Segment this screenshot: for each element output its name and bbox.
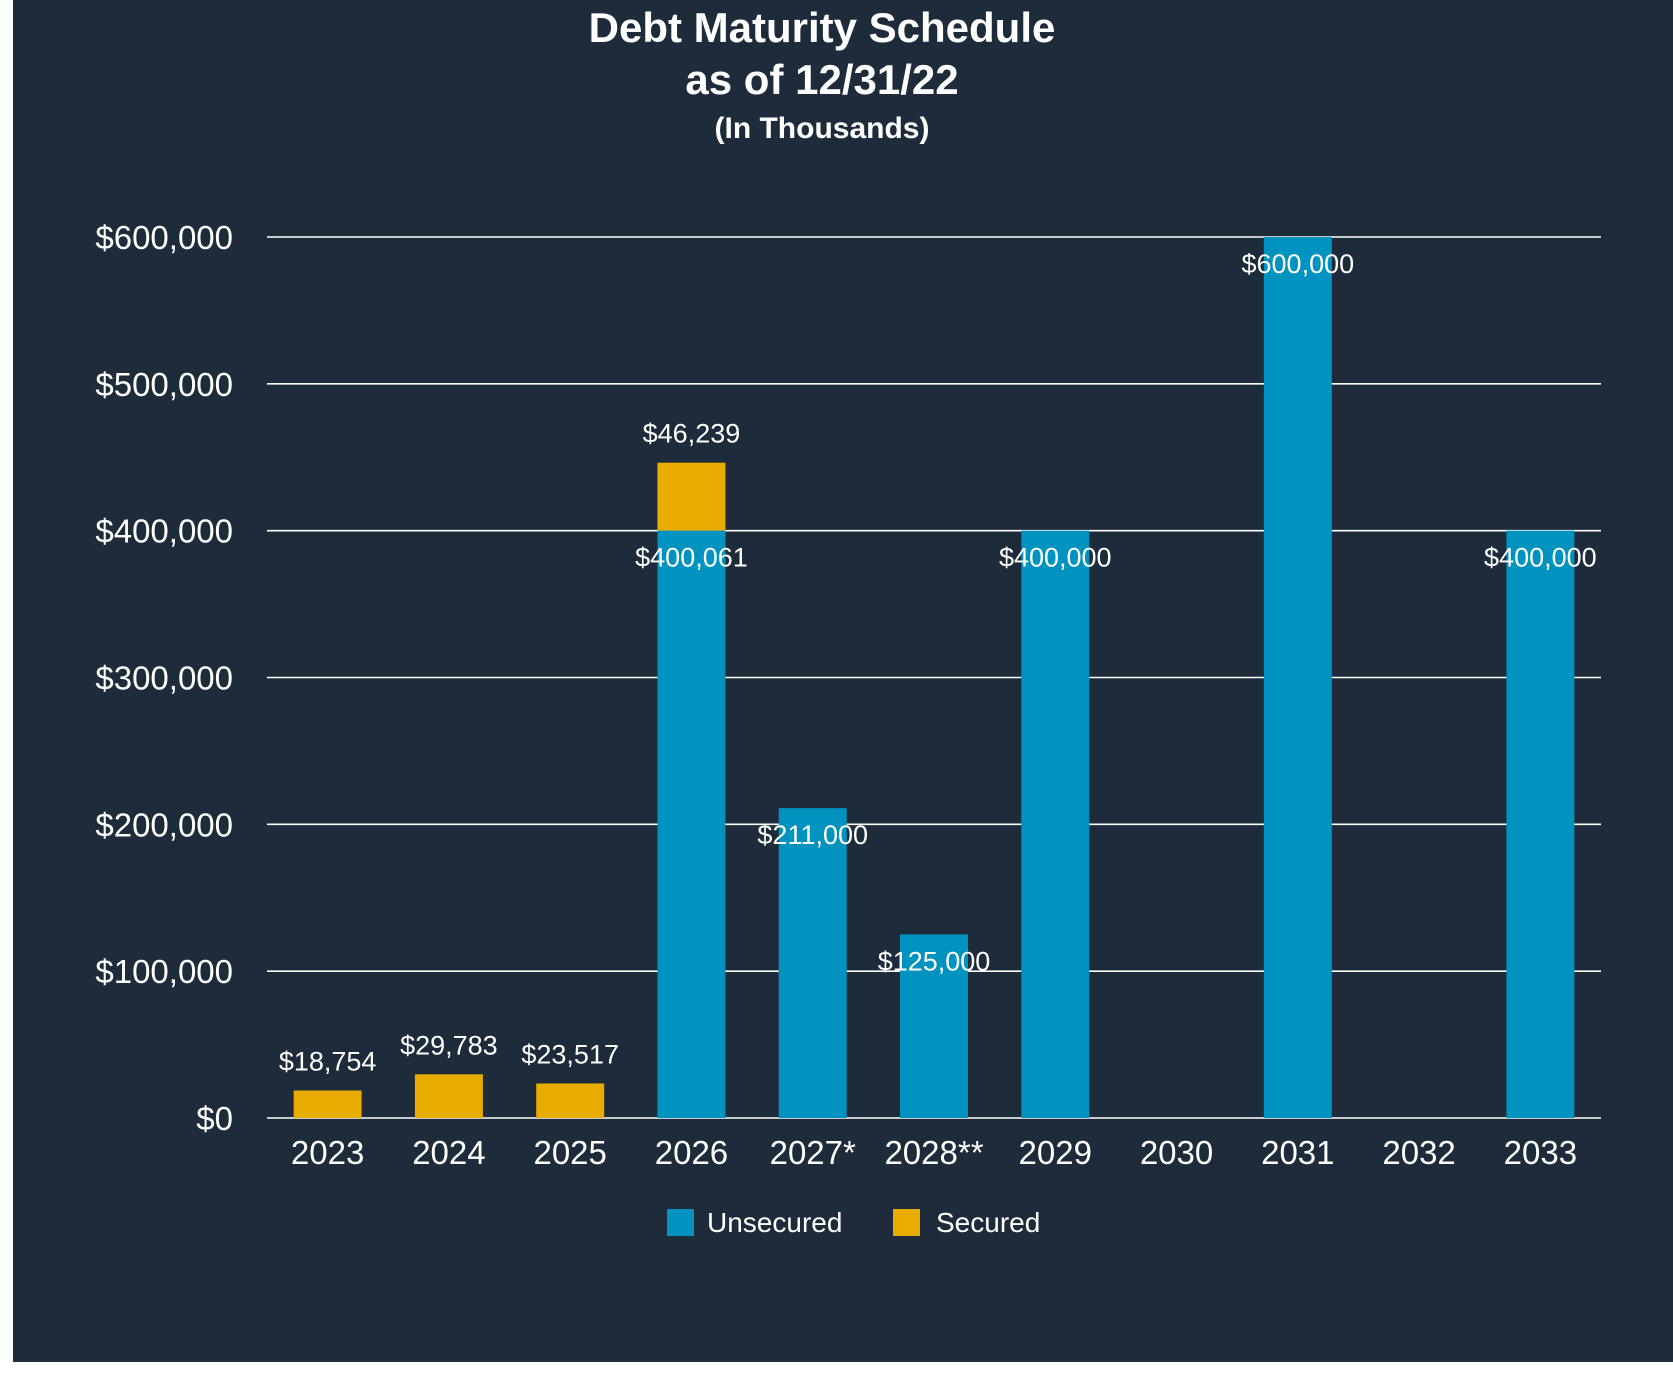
legend-label-secured: Secured xyxy=(936,1207,1040,1238)
bar-secured-2026 xyxy=(657,462,726,531)
data-label-secured: $18,754 xyxy=(279,1046,377,1076)
y-tick-label: $400,000 xyxy=(95,513,233,550)
chart-title: Debt Maturity Schedule as of 12/31/22 xyxy=(589,4,1056,103)
bar-secured-2023 xyxy=(293,1090,362,1118)
x-tick-label: 2024 xyxy=(412,1134,485,1171)
data-label-unsecured: $400,061 xyxy=(635,543,748,573)
legend-label-unsecured: Unsecured xyxy=(707,1207,842,1238)
bar-unsecured-2026 xyxy=(657,530,726,1118)
legend: Unsecured Secured xyxy=(667,1207,1040,1238)
chart-title-line-1: Debt Maturity Schedule xyxy=(589,4,1056,51)
data-label-secured: $23,517 xyxy=(521,1039,619,1069)
x-tick-label: 2031 xyxy=(1261,1134,1334,1171)
x-tick-label: 2029 xyxy=(1019,1134,1092,1171)
bar-unsecured-2028** xyxy=(900,934,968,1118)
x-tick-label: 2025 xyxy=(533,1134,606,1171)
x-tick-label: 2033 xyxy=(1504,1134,1577,1171)
bar-secured-2024 xyxy=(414,1074,483,1118)
y-tick-label: $200,000 xyxy=(95,806,233,843)
legend-swatch-secured xyxy=(893,1209,920,1236)
data-label-secured: $29,783 xyxy=(400,1030,498,1060)
y-tick-label: $500,000 xyxy=(95,366,233,403)
chart-subtitle: (In Thousands) xyxy=(715,112,930,145)
bar-unsecured-2027* xyxy=(778,808,847,1118)
bar-unsecured-2033 xyxy=(1506,530,1575,1118)
data-label-unsecured: $600,000 xyxy=(1242,249,1355,279)
data-labels: $18,754 $29,783 $23,517 $400,061 $46,239 $211… xyxy=(279,249,1597,1076)
y-tick-label: $0 xyxy=(196,1100,233,1137)
debt-maturity-chart: Debt Maturity Schedule as of 12/31/22 (In… xyxy=(95,4,1601,1238)
x-tick-label: 2026 xyxy=(655,1134,728,1171)
data-label-unsecured: $125,000 xyxy=(878,946,991,976)
y-tick-label: $600,000 xyxy=(95,219,233,256)
bar-unsecured-2031 xyxy=(1263,237,1332,1118)
x-tick-label: 2030 xyxy=(1140,1134,1213,1171)
bar-unsecured-2029 xyxy=(1021,530,1090,1118)
y-axis-ticks: $0 $100,000 $200,000 $300,000 $400,000 $500,0… xyxy=(95,219,233,1137)
data-label-unsecured: $400,000 xyxy=(999,543,1112,573)
data-label-secured: $46,239 xyxy=(643,419,741,449)
y-tick-label: $300,000 xyxy=(95,660,233,697)
x-tick-label: 2028** xyxy=(884,1134,983,1171)
data-label-unsecured: $211,000 xyxy=(757,820,868,850)
bar-secured-2025 xyxy=(536,1083,605,1118)
chart-title-line-2: as of 12/31/22 xyxy=(685,56,958,103)
x-tick-label: 2027* xyxy=(770,1134,856,1171)
x-tick-label: 2023 xyxy=(291,1134,364,1171)
data-label-unsecured: $400,000 xyxy=(1484,543,1597,573)
y-tick-label: $100,000 xyxy=(95,953,233,990)
bars xyxy=(293,237,1575,1118)
chart-panel: Debt Maturity Schedule as of 12/31/22 (In… xyxy=(13,0,1673,1362)
x-tick-label: 2032 xyxy=(1382,1134,1455,1171)
gridlines xyxy=(267,236,1601,1119)
legend-swatch-unsecured xyxy=(667,1209,694,1236)
x-axis-ticks: 2023 2024 2025 2026 2027* 2028** 2029 2030 2031 2… xyxy=(291,1134,1577,1171)
